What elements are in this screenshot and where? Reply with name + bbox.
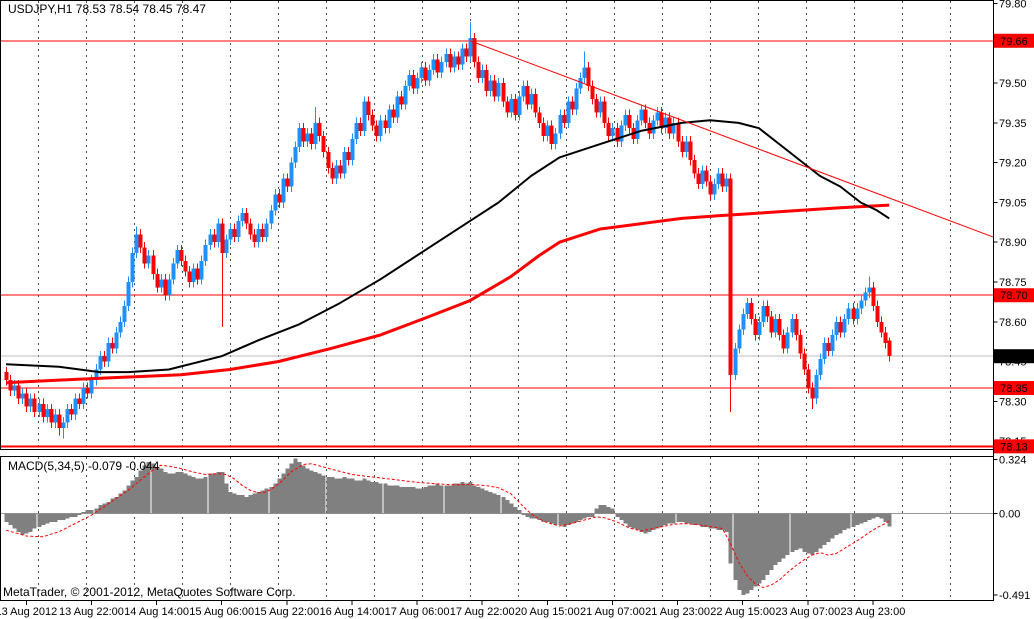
price-tick-label: 78.90	[999, 237, 1027, 249]
price-badge: 79.66	[1000, 36, 1028, 48]
price-badge: 78.47	[1000, 351, 1028, 363]
time-axis-label: 21 Aug 23:00	[645, 606, 710, 618]
price-tick-label: 79.05	[999, 197, 1027, 209]
macd-tick-label: -0.491	[999, 590, 1030, 602]
time-axis-label: 21 Aug 07:00	[580, 606, 645, 618]
trendline-layer[interactable]	[469, 40, 994, 238]
chart-title: USDJPY,H1 78.53 78.54 78.45 78.47	[8, 2, 206, 16]
time-axis-label: 17 Aug 06:00	[385, 606, 450, 618]
time-axis-label: 22 Aug 15:00	[710, 606, 775, 618]
price-tick-label: 79.80	[999, 0, 1027, 11]
price-badge: 78.13	[1000, 441, 1028, 453]
time-axis-label: 13 Aug 22:00	[59, 606, 124, 618]
price-levels-layer[interactable]	[0, 40, 993, 448]
time-axis[interactable]: 13 Aug 2012 13 Aug 22:00 14 Aug 14:00 15 Au…	[0, 601, 905, 618]
time-axis-label: 13 Aug 2012	[0, 606, 57, 618]
time-axis-label: 23 Aug 23:00	[840, 606, 905, 618]
time-axis-label: 14 Aug 14:00	[124, 606, 189, 618]
price-tick-label: 79.50	[999, 78, 1027, 90]
macd-layer	[0, 458, 993, 596]
price-tick-label: 78.30	[999, 396, 1027, 408]
macd-indicator-label: MACD(5,34,5) -0.079 -0.044	[8, 459, 160, 473]
copyright-text: MetaTrader, © 2001-2012, MetaQuotes Soft…	[3, 585, 296, 599]
price-tick-label: 78.75	[999, 277, 1027, 289]
time-axis-label: 16 Aug 14:00	[320, 606, 385, 618]
macd-tick-label: 0.00	[999, 509, 1020, 521]
time-axis-label: 17 Aug 22:00	[450, 606, 515, 618]
price-tick-label: 79.20	[999, 158, 1027, 170]
price-badge: 78.35	[1000, 383, 1028, 395]
macd-tick-label: 0.324	[999, 455, 1027, 467]
price-badges-layer: 79.66 78.70 78.35 78.13 78.47	[994, 33, 1034, 454]
time-axis-label: 20 Aug 15:00	[515, 606, 580, 618]
time-axis-label: 15 Aug 06:00	[189, 606, 254, 618]
time-axis-label: 23 Aug 07:00	[775, 606, 840, 618]
pane-borders	[0, 0, 994, 601]
candles-layer[interactable]	[4, 22, 892, 439]
price-badge: 78.70	[1000, 290, 1028, 302]
time-axis-label: 15 Aug 22:00	[254, 606, 319, 618]
price-tick-label: 79.35	[999, 118, 1027, 130]
price-tick-label: 78.60	[999, 317, 1027, 329]
